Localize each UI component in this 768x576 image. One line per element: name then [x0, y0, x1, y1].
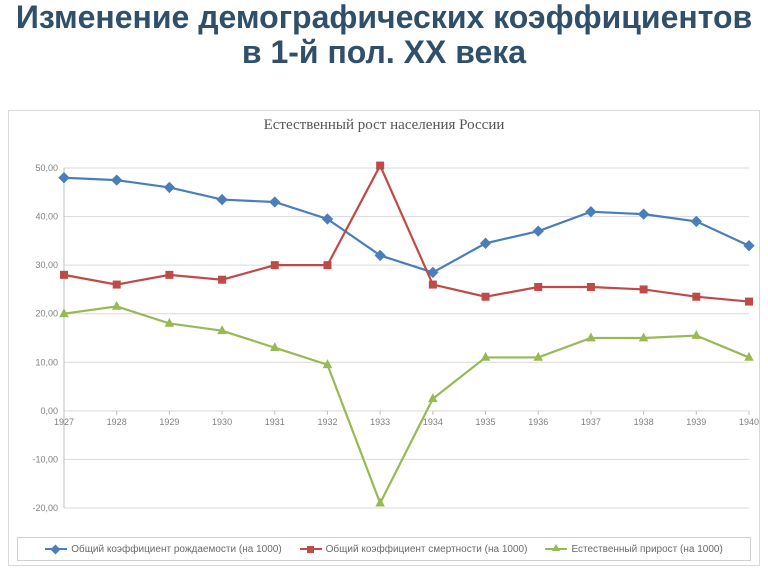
marker-birth [586, 207, 596, 217]
svg-text:1932: 1932 [317, 417, 337, 427]
svg-text:1933: 1933 [370, 417, 390, 427]
marker-birth [533, 226, 543, 236]
marker-birth [691, 216, 701, 226]
legend-swatch-growth [545, 548, 567, 550]
svg-text:-20,00: -20,00 [32, 503, 58, 513]
marker-death [587, 284, 594, 291]
marker-death [324, 262, 331, 269]
svg-text:1936: 1936 [528, 417, 548, 427]
marker-death [693, 293, 700, 300]
svg-text:50,00: 50,00 [35, 163, 58, 173]
marker-birth [217, 195, 227, 205]
legend-swatch-death [300, 548, 322, 550]
marker-death [166, 271, 173, 278]
marker-death [219, 276, 226, 283]
line-chart: -20,00 -10,00 0,00 10,00 20,00 30,00 40,00 50,0… [9, 138, 761, 538]
svg-text:0,00: 0,00 [40, 406, 58, 416]
legend-label-growth: Естественный прирост (на 1000) [571, 544, 722, 555]
marker-death [113, 281, 120, 288]
marker-death [640, 286, 647, 293]
legend-swatch-birth [45, 548, 67, 550]
legend-label-birth: Общий коэффициент рождаемости (на 1000) [71, 544, 281, 555]
chart-container: Естественный рост населения России -20,0… [8, 110, 760, 566]
marker-death [429, 281, 436, 288]
marker-birth [744, 241, 754, 251]
slide: Изменение демографических коэффициентов … [0, 0, 768, 576]
slide-title: Изменение демографических коэффициентов … [0, 0, 768, 74]
marker-death [271, 262, 278, 269]
marker-death [482, 293, 489, 300]
svg-text:20,00: 20,00 [35, 309, 58, 319]
marker-birth [639, 209, 649, 219]
svg-text:1939: 1939 [686, 417, 706, 427]
legend-item-growth: Естественный прирост (на 1000) [545, 544, 722, 555]
marker-death [61, 271, 68, 278]
svg-text:1930: 1930 [212, 417, 232, 427]
svg-text:1935: 1935 [476, 417, 496, 427]
marker-birth [112, 175, 122, 185]
svg-text:1934: 1934 [423, 417, 443, 427]
svg-text:10,00: 10,00 [35, 357, 58, 367]
marker-death [746, 298, 753, 305]
marker-death [377, 162, 384, 169]
series-growth [64, 306, 749, 503]
svg-text:1938: 1938 [634, 417, 654, 427]
svg-text:40,00: 40,00 [35, 212, 58, 222]
marker-death [535, 284, 542, 291]
svg-text:-10,00: -10,00 [32, 454, 58, 464]
chart-title: Естественный рост населения России [9, 117, 759, 134]
svg-text:30,00: 30,00 [35, 260, 58, 270]
legend-item-birth: Общий коэффициент рождаемости (на 1000) [45, 544, 281, 555]
svg-text:1931: 1931 [265, 417, 285, 427]
marker-growth [113, 302, 121, 309]
marker-birth [270, 197, 280, 207]
legend-item-death: Общий коэффициент смертности (на 1000) [300, 544, 528, 555]
legend: Общий коэффициент рождаемости (на 1000) О… [17, 537, 751, 561]
svg-text:1929: 1929 [159, 417, 179, 427]
marker-birth [481, 238, 491, 248]
marker-birth [164, 182, 174, 192]
svg-text:1927: 1927 [54, 417, 74, 427]
svg-text:1937: 1937 [581, 417, 601, 427]
legend-label-death: Общий коэффициент смертности (на 1000) [326, 544, 528, 555]
svg-text:1928: 1928 [107, 417, 127, 427]
marker-birth [59, 173, 69, 183]
svg-text:1940: 1940 [739, 417, 759, 427]
